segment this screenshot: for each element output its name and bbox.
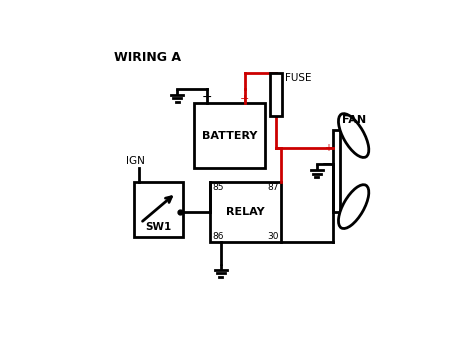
Text: SW1: SW1 — [145, 222, 171, 232]
Bar — [194, 103, 265, 168]
Text: +: + — [240, 94, 250, 104]
Bar — [134, 182, 183, 237]
Ellipse shape — [338, 185, 369, 229]
Text: +: + — [324, 143, 332, 153]
Bar — [210, 182, 281, 242]
Text: 86: 86 — [212, 232, 224, 241]
Text: IGN: IGN — [127, 155, 145, 165]
Text: 85: 85 — [212, 184, 224, 192]
Text: 30: 30 — [267, 232, 279, 241]
Text: WIRING A: WIRING A — [114, 51, 182, 64]
Bar — [270, 73, 282, 116]
Text: −: − — [201, 91, 212, 104]
Text: BATTERY: BATTERY — [201, 131, 257, 141]
Text: RELAY: RELAY — [227, 207, 265, 217]
Ellipse shape — [338, 114, 369, 158]
Text: −: − — [321, 158, 332, 171]
Text: 87: 87 — [267, 184, 279, 192]
Text: FUSE: FUSE — [284, 73, 311, 83]
Bar — [333, 130, 340, 212]
Text: FAN: FAN — [342, 115, 366, 125]
